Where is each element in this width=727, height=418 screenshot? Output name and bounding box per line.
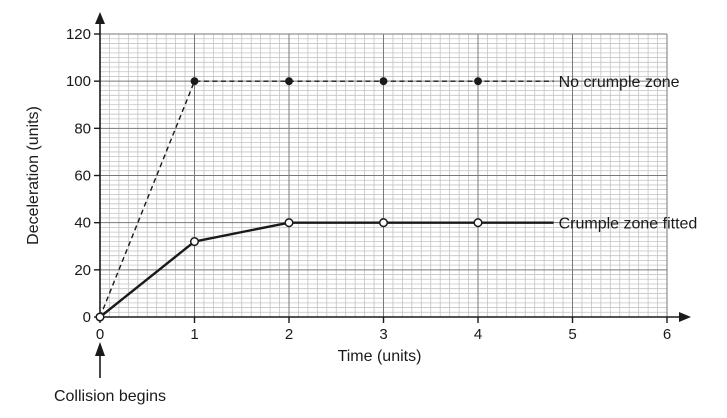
y-tick-label: 60 xyxy=(74,168,91,185)
series-markers xyxy=(95,77,483,322)
grid xyxy=(99,33,668,318)
data-point xyxy=(189,236,200,247)
y-tick-label: 100 xyxy=(66,73,91,90)
data-point xyxy=(378,218,389,228)
y-tick-label: 0 xyxy=(83,309,91,326)
series-label-crumple-zone-fitted: Crumple zone fitted xyxy=(559,216,698,233)
data-point xyxy=(284,218,294,228)
x-tick-label: 0 xyxy=(96,326,104,343)
y-tick-label: 40 xyxy=(74,215,91,232)
y-axis-arrowhead xyxy=(95,12,105,24)
x-tick-label: 6 xyxy=(663,326,671,343)
data-point xyxy=(190,77,199,86)
data-point xyxy=(474,77,482,86)
data-point xyxy=(379,77,388,86)
x-axis-arrowhead xyxy=(679,312,691,322)
y-tick-label: 120 xyxy=(66,26,91,43)
x-tick-label: 1 xyxy=(190,326,198,343)
data-point xyxy=(473,218,483,228)
tick-labels: 0 20 40 60 80 100 120 0 1 2 3 4 5 6 xyxy=(66,26,671,343)
collision-arrow-head xyxy=(95,342,105,356)
series-lines xyxy=(99,80,554,318)
axes xyxy=(94,12,691,323)
collision-arrow xyxy=(95,342,105,378)
series-line-no-crumple-zone xyxy=(99,80,554,318)
x-axis-title: Time (units) xyxy=(338,348,422,365)
x-tick-label: 4 xyxy=(474,326,482,343)
data-point xyxy=(95,312,105,322)
data-point xyxy=(285,77,293,86)
x-tick-label: 5 xyxy=(568,326,576,343)
series-label-no-crumple-zone: No crumple zone xyxy=(559,74,680,91)
x-tick-label: 3 xyxy=(379,326,387,343)
y-axis-title: Deceleration (units) xyxy=(25,106,42,245)
y-tick-label: 20 xyxy=(74,262,91,279)
x-tick-label: 2 xyxy=(285,326,293,343)
collision-begins-label: Collision begins xyxy=(54,388,166,405)
y-tick-label: 80 xyxy=(74,120,91,137)
series-line-crumple-zone-fitted xyxy=(99,221,554,318)
